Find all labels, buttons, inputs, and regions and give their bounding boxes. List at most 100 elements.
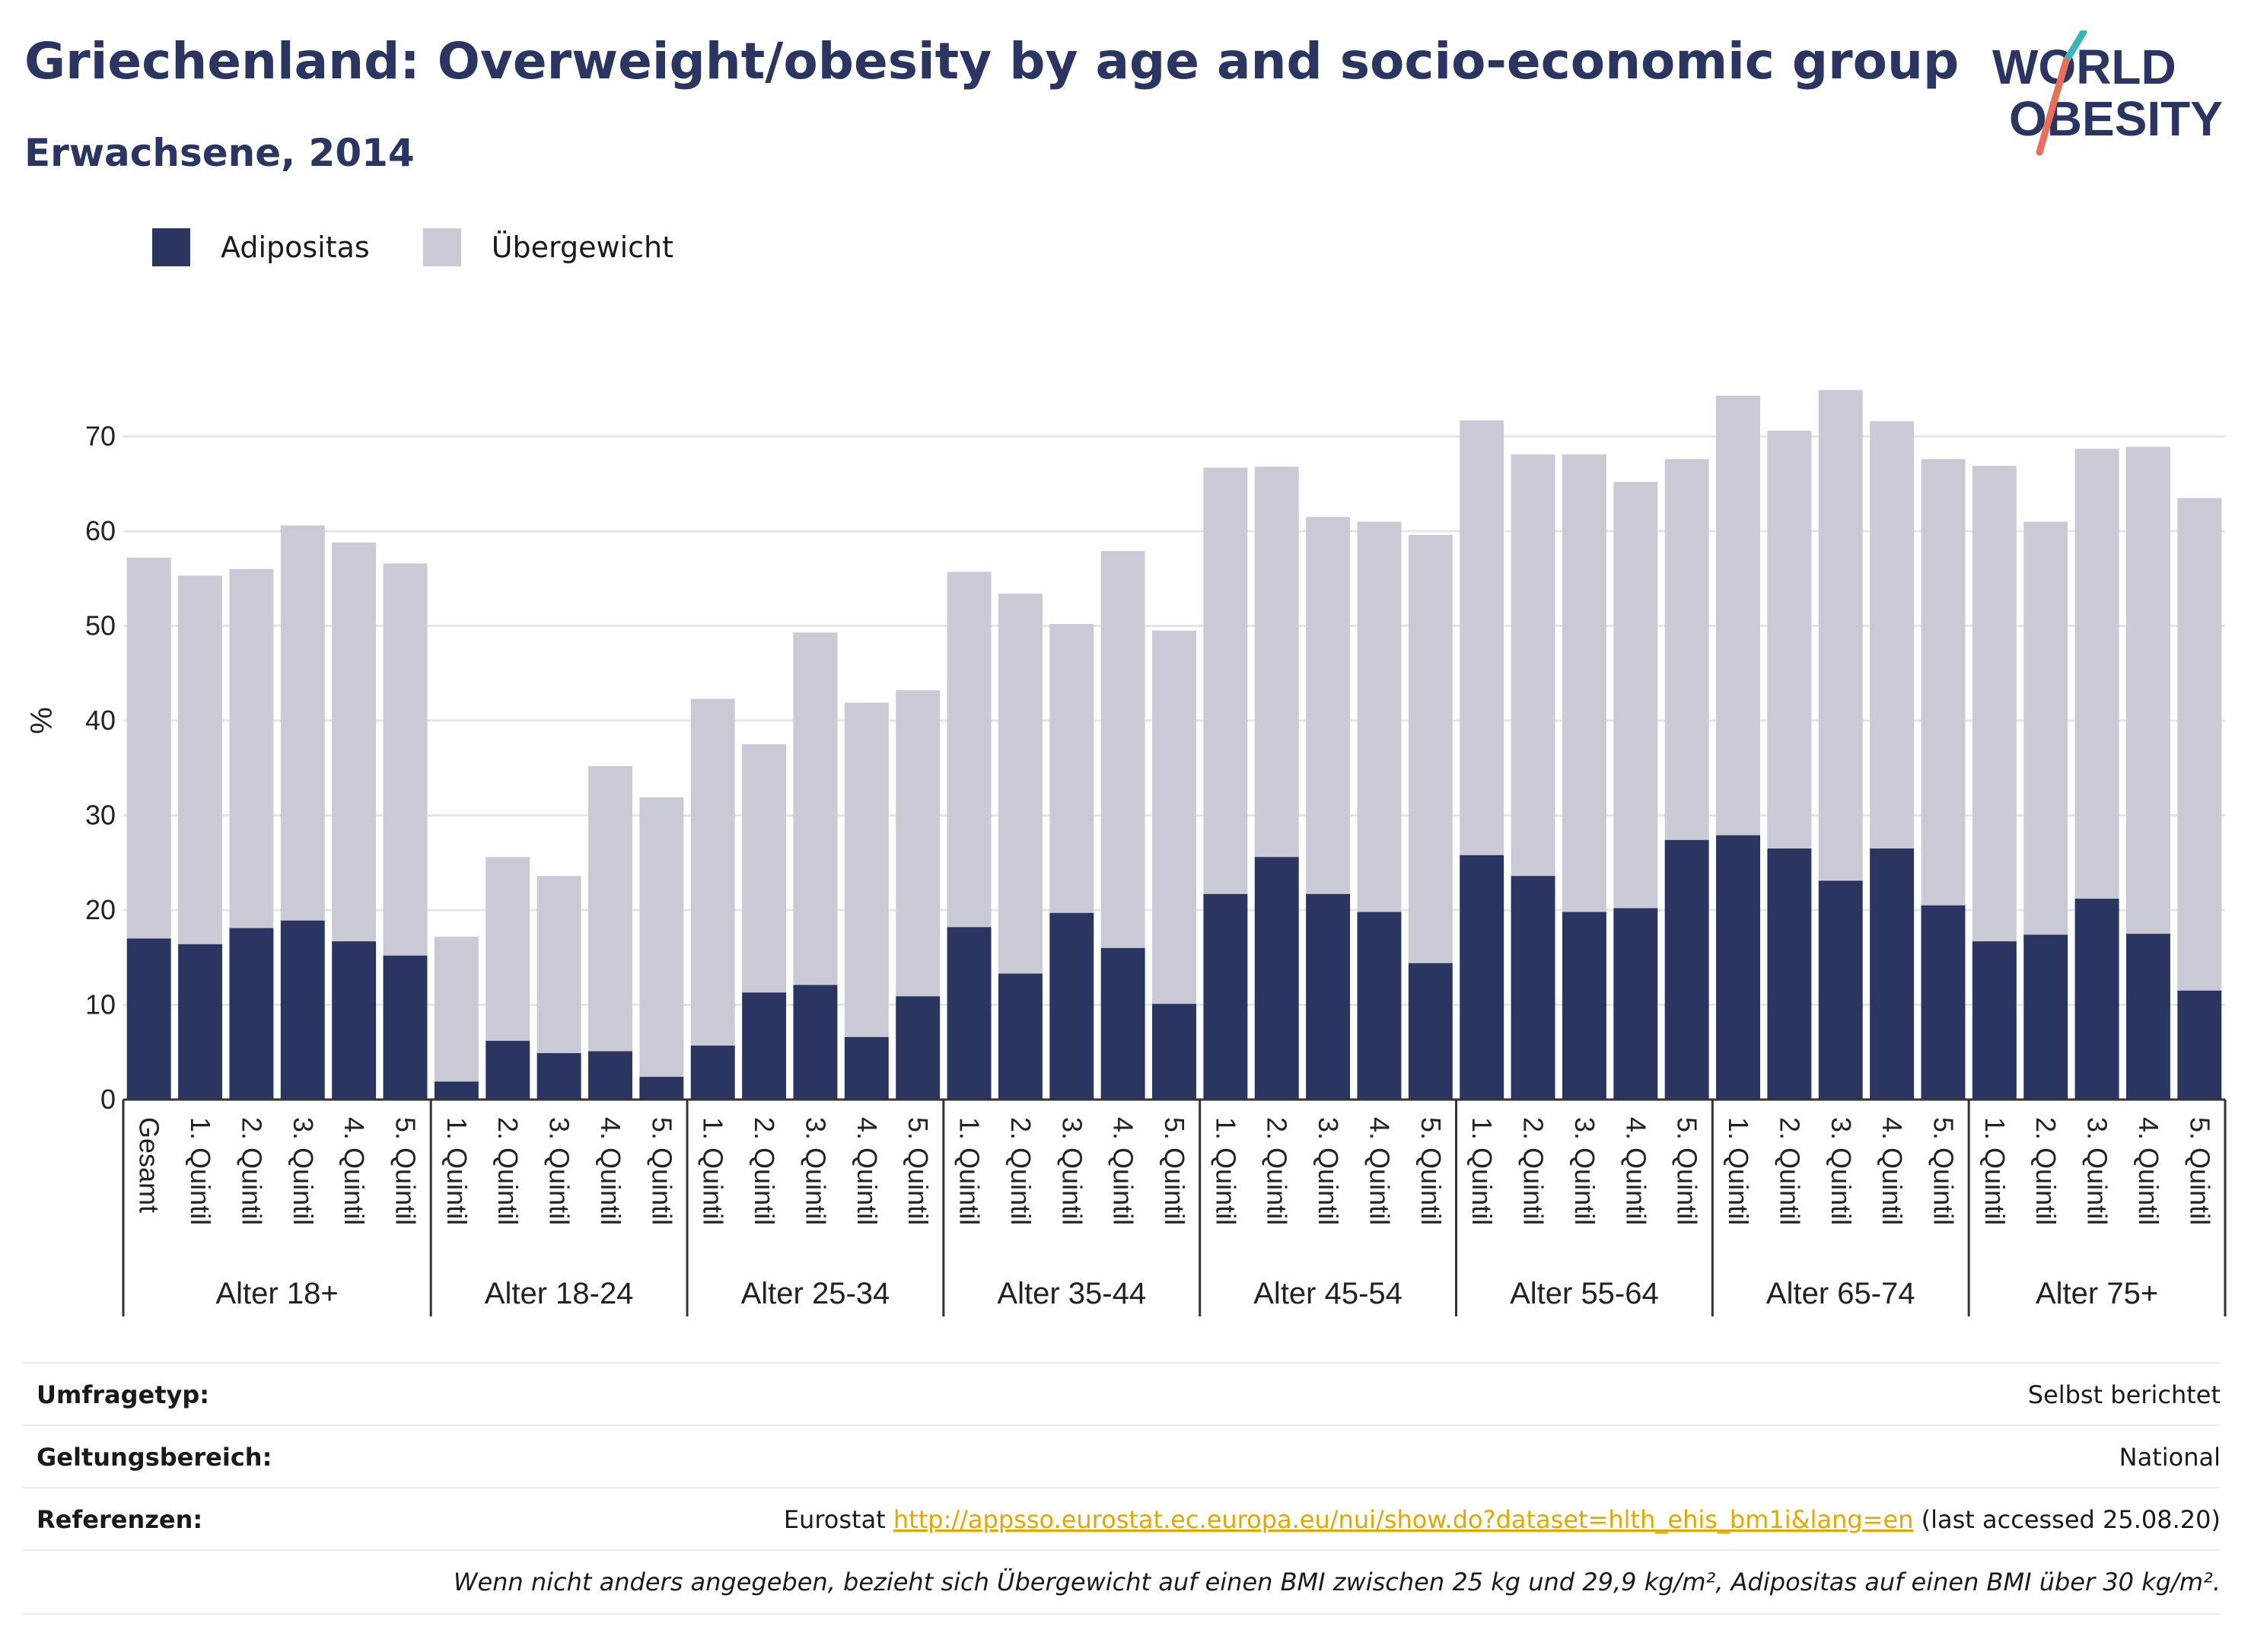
bar-obesity: [639, 1077, 684, 1100]
bar-obesity: [1767, 848, 1812, 1100]
bar-obesity: [1716, 835, 1760, 1100]
bar-overweight: [332, 542, 377, 942]
x-tick-label: 2. Quintil: [2030, 1117, 2062, 1225]
bar-obesity: [1818, 880, 1863, 1100]
x-tick-label: 2. Quintil: [236, 1117, 267, 1225]
group-label: Alter 25-34: [741, 1277, 890, 1310]
x-tick-label: 1. Quintil: [1210, 1117, 1241, 1225]
world-obesity-logo: WORLD OBESITY: [1992, 30, 2223, 156]
bar-obesity: [1203, 893, 1248, 1100]
bar-overweight: [383, 563, 428, 956]
bar-overweight: [1460, 420, 1504, 855]
x-tick-label: 3. Quintil: [2082, 1117, 2113, 1225]
survey-type-label: Umfragetyp:: [37, 1380, 210, 1409]
legend-item-overweight: Übergewicht: [422, 228, 673, 266]
bar-obesity: [2023, 934, 2068, 1100]
legend-label-overweight: Übergewicht: [491, 231, 673, 264]
page-subtitle: Erwachsene, 2014: [24, 131, 415, 175]
group-label: Alter 75+: [2036, 1277, 2158, 1310]
definition-note: Wenn nicht anders angegeben, bezieht sic…: [453, 1568, 2221, 1596]
bar-overweight: [1716, 395, 1760, 836]
bar-obesity: [1408, 963, 1453, 1100]
bar-overweight: [1408, 534, 1453, 963]
x-tick-label: 4. Quintil: [339, 1117, 370, 1225]
bar-obesity: [690, 1046, 735, 1100]
group-label: Alter 18-24: [485, 1277, 634, 1310]
y-tick-label: 0: [100, 1084, 116, 1115]
survey-type-value: Selbst berichtet: [2027, 1380, 2221, 1409]
bar-overweight: [1306, 517, 1351, 894]
y-tick-label: 60: [85, 515, 116, 546]
bar-obesity: [280, 920, 325, 1100]
x-tick-label: 1. Quintil: [954, 1117, 985, 1225]
info-row-note: Wenn nicht anders angegeben, bezieht sic…: [23, 1549, 2221, 1615]
y-tick-label: 70: [85, 421, 116, 452]
bar-obesity: [2177, 990, 2222, 1100]
bar-obesity: [1972, 941, 2017, 1100]
bar-overweight: [742, 744, 787, 993]
bar-overweight: [1357, 521, 1402, 912]
bar-overweight: [2023, 521, 2068, 935]
bar-overweight: [1049, 624, 1094, 913]
bar-obesity: [1306, 893, 1351, 1100]
bar-overweight: [1203, 467, 1248, 894]
references-link[interactable]: http://appsso.eurostat.ec.europa.eu/nui/…: [893, 1505, 1914, 1534]
x-tick-label: 5. Quintil: [1672, 1117, 1703, 1225]
group-label: Alter 35-44: [997, 1277, 1146, 1310]
references-value: Eurostat http://appsso.eurostat.ec.europ…: [784, 1505, 2221, 1534]
x-tick-label: 5. Quintil: [390, 1117, 422, 1225]
bar-obesity: [486, 1040, 530, 1100]
legend-swatch-overweight: [422, 228, 461, 266]
y-tick-label: 10: [85, 989, 116, 1020]
bar-obesity: [332, 941, 377, 1100]
page-title: Griechenland: Overweight/obesity by age …: [24, 32, 1960, 91]
x-tick-label: 4. Quintil: [1108, 1117, 1139, 1225]
bar-obesity: [1921, 905, 1966, 1100]
references-prefix: Eurostat: [783, 1505, 893, 1534]
x-tick-label: 3. Quintil: [1056, 1117, 1087, 1225]
references-label: Referenzen:: [37, 1505, 203, 1534]
x-tick-label: 4. Quintil: [2133, 1117, 2164, 1225]
bar-overweight: [1870, 421, 1915, 849]
bar-overweight: [947, 571, 992, 928]
bar-overweight: [486, 857, 530, 1041]
x-tick-label: 2. Quintil: [749, 1117, 780, 1225]
bar-overweight: [1152, 630, 1196, 1004]
bar-overweight: [1972, 466, 2017, 942]
bar-overweight: [229, 568, 274, 928]
bar-obesity: [1049, 912, 1094, 1100]
logo-text-world: WORLD: [1992, 40, 2176, 94]
y-axis-label: %: [25, 707, 59, 734]
x-tick-label: 2. Quintil: [492, 1117, 524, 1225]
x-tick-label: 1. Quintil: [1979, 1117, 2011, 1225]
bar-obesity: [1152, 1004, 1196, 1100]
x-tick-label: 5. Quintil: [2184, 1117, 2215, 1225]
bar-obesity: [1664, 839, 1709, 1100]
bar-overweight: [1767, 431, 1812, 849]
x-tick-label: 3. Quintil: [1826, 1117, 1857, 1225]
x-tick-label: 5. Quintil: [646, 1117, 677, 1225]
x-tick-label: 1. Quintil: [441, 1117, 473, 1225]
bar-overweight: [639, 797, 684, 1077]
bar-overweight: [998, 594, 1043, 974]
bar-overweight: [536, 876, 581, 1053]
group-label: Alter 45-54: [1253, 1277, 1402, 1310]
bar-obesity: [742, 992, 787, 1100]
bar-obesity: [383, 955, 428, 1100]
x-tick-label: 4. Quintil: [595, 1117, 626, 1225]
bar-overweight: [434, 936, 479, 1082]
x-tick-label: 3. Quintil: [544, 1117, 575, 1225]
bar-obesity: [1357, 912, 1402, 1100]
y-tick-label: 50: [85, 610, 116, 641]
bar-obesity: [1100, 947, 1145, 1100]
x-tick-label: 2. Quintil: [1774, 1117, 1805, 1225]
y-tick-label: 20: [85, 894, 116, 925]
bar-obesity: [1254, 857, 1299, 1100]
bar-obesity: [536, 1052, 581, 1100]
scope-label: Geltungsbereich:: [37, 1443, 272, 1472]
x-tick-label: 3. Quintil: [1569, 1117, 1600, 1225]
legend-label-obesity: Adipositas: [221, 231, 370, 264]
bar-overweight: [690, 699, 735, 1046]
y-tick-label: 40: [85, 705, 116, 736]
bar-overweight: [1818, 390, 1863, 881]
